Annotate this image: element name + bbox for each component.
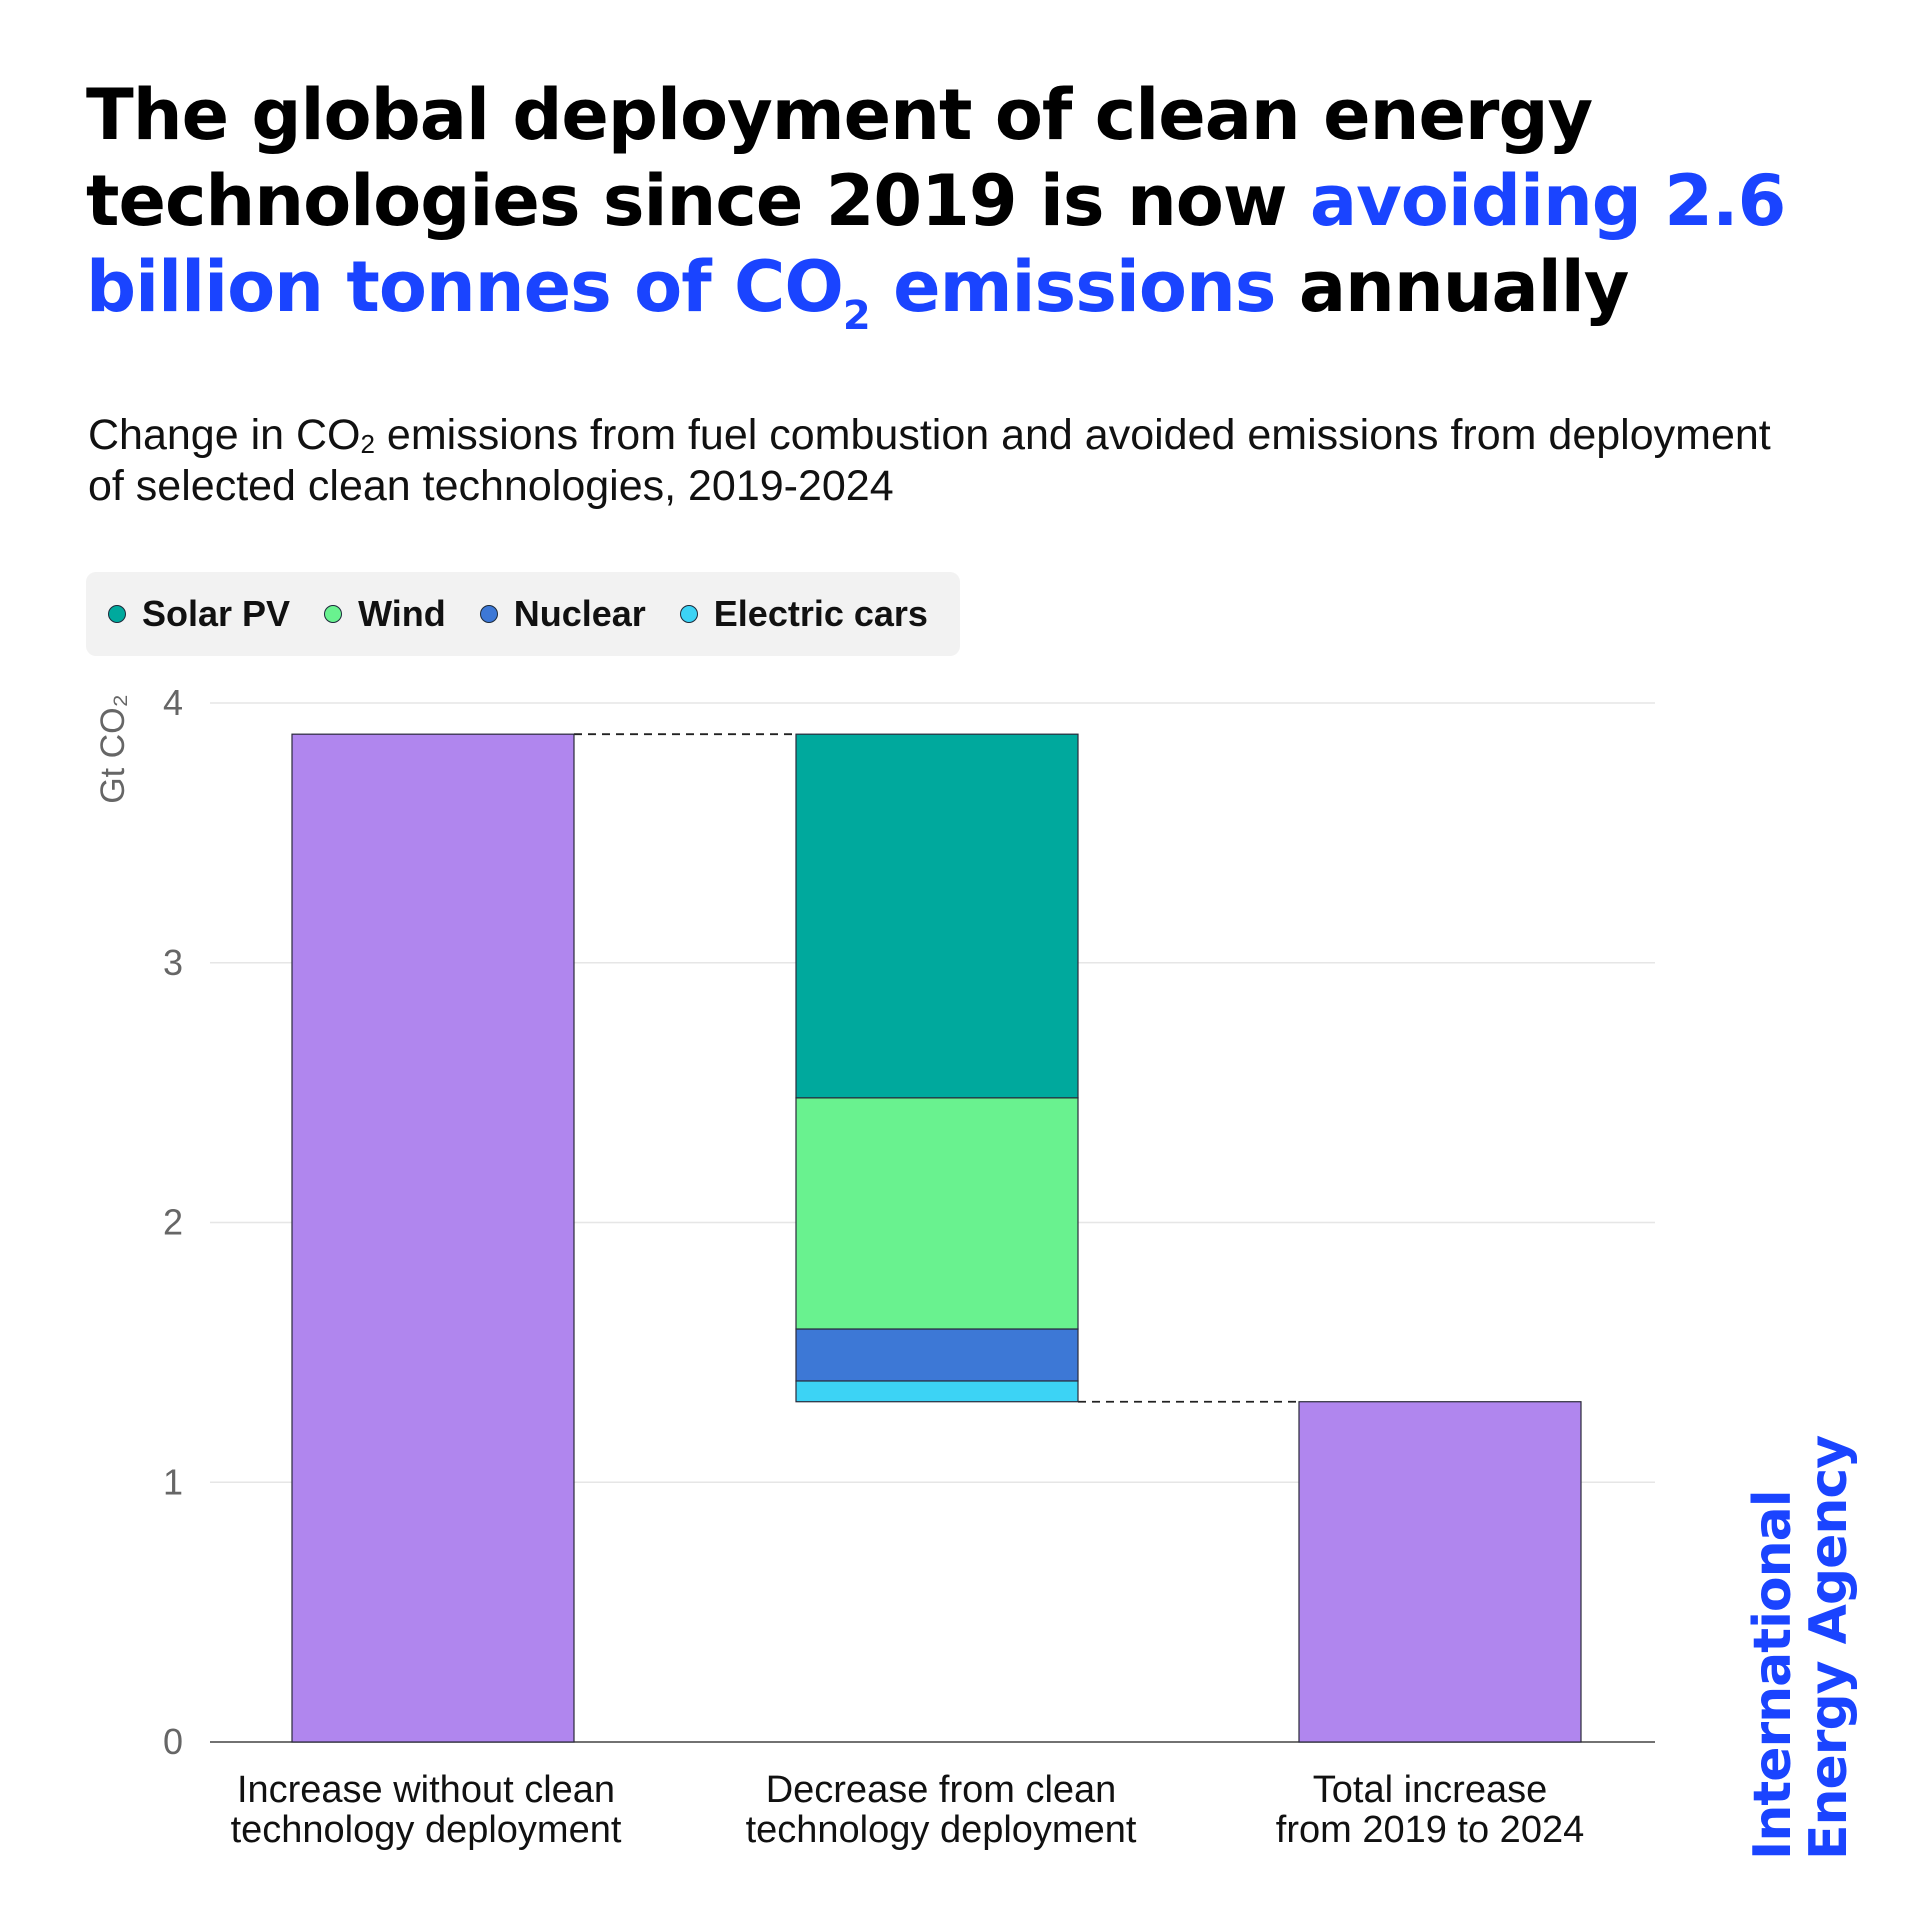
x-category-label-1-line1: Decrease from clean — [765, 1769, 1117, 1811]
chart-subtitle: Change in CO2 emissions from fuel combus… — [88, 410, 1788, 512]
legend-dot-nuclear — [479, 605, 498, 623]
legend-label-wind: Wind — [358, 593, 446, 634]
x-category-label-2-line1: Total increase — [1312, 1769, 1548, 1811]
y-tick-label-3: 3 — [163, 942, 183, 983]
y-tick-label-0: 0 — [163, 1721, 183, 1762]
bar-nuclear — [795, 1328, 1079, 1382]
chart-legend: Solar PV Wind Nuclear Electric cars — [86, 572, 960, 656]
title-highlight-post: emissions — [869, 246, 1276, 328]
bar-total-increase-from-2019-to-2024 — [1298, 1401, 1582, 1743]
x-category-label-1: Decrease from clean technology deployment — [691, 1770, 1191, 1850]
legend-label-nuclear: Nuclear — [513, 593, 646, 634]
brand-line2: Energy Agency — [1799, 1435, 1859, 1860]
legend-label-electric-cars: Electric cars — [713, 593, 928, 634]
iea-logo: International Energy Agency — [1743, 1435, 1859, 1860]
brand-line1: International — [1743, 1490, 1803, 1860]
x-category-label-0-line2: technology deployment — [230, 1809, 622, 1851]
title-part1: The global deployment of clean energy te… — [86, 74, 1593, 242]
legend-dot-solar-pv — [108, 605, 126, 623]
title-highlight-pre: avoiding 2.6 billion tonnes of CO — [86, 160, 1786, 328]
x-category-label-0: Increase without clean technology deploym… — [176, 1770, 676, 1850]
x-category-label-1-line2: technology deployment — [745, 1809, 1137, 1851]
x-category-label-2-line2: from 2019 to 2024 — [1275, 1809, 1585, 1851]
y-tick-label-1: 1 — [163, 1461, 183, 1502]
bar-wind — [795, 1097, 1079, 1330]
chart-title: The global deployment of clean energy te… — [86, 72, 1786, 336]
y-tick-label-2: 2 — [163, 1202, 183, 1243]
bar-solar-pv — [795, 733, 1079, 1099]
y-tick-label-4: 4 — [163, 682, 183, 723]
subtitle-sub: 2 — [360, 429, 375, 459]
legend-item-solar-pv: Solar PV — [108, 593, 290, 635]
legend-label-solar-pv: Solar PV — [142, 593, 291, 634]
bar-electric-cars — [795, 1380, 1079, 1403]
title-part2: annually — [1275, 246, 1630, 328]
x-category-label-0-line1: Increase without clean — [236, 1769, 616, 1811]
legend-dot-wind — [324, 605, 343, 623]
y-axis-label: Gt CO₂ — [94, 694, 132, 804]
subtitle-post: emissions from fuel combustion and avoid… — [88, 411, 1771, 510]
title-highlight-sub: 2 — [842, 293, 871, 339]
legend-item-nuclear: Nuclear — [479, 593, 646, 635]
x-category-label-2: Total increase from 2019 to 2024 — [1180, 1770, 1680, 1850]
legend-item-wind: Wind — [324, 593, 446, 635]
subtitle-pre: Change in CO — [88, 411, 361, 459]
title-highlight: avoiding 2.6 billion tonnes of CO2 emiss… — [86, 160, 1786, 336]
bar-increase-without-clean-technology-deployment — [291, 733, 575, 1743]
legend-item-electric-cars: Electric cars — [679, 593, 928, 635]
legend-dot-electric-cars — [679, 605, 698, 623]
